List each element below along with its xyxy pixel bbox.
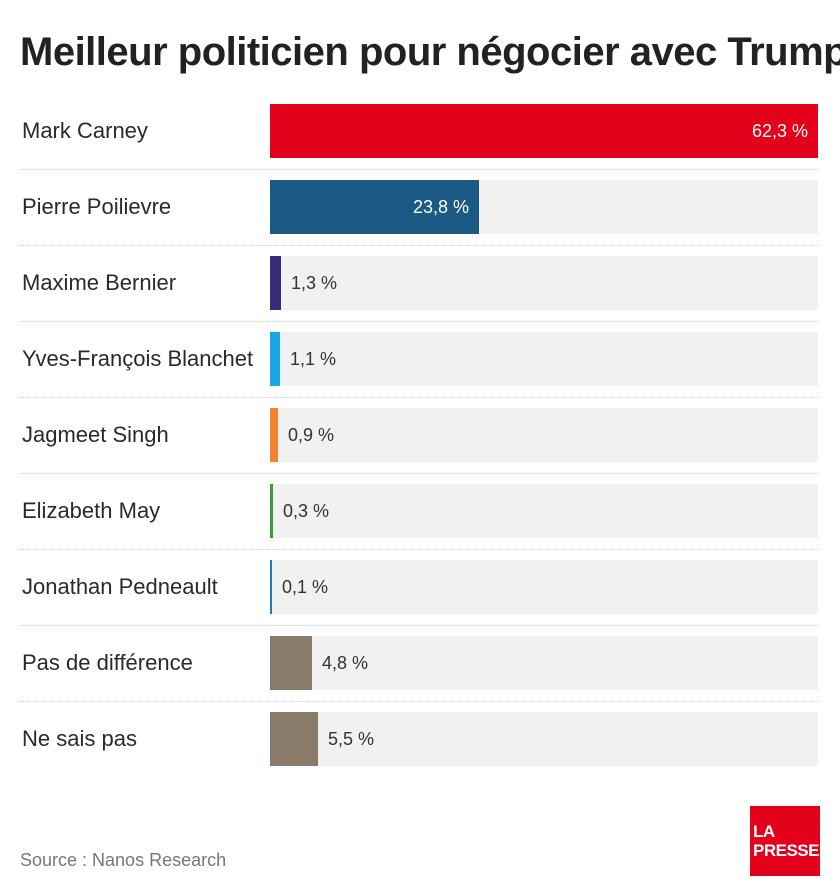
row-divider <box>20 625 818 626</box>
bar-track: 0,1 % <box>270 560 818 614</box>
bar-value-label: 0,9 % <box>288 425 335 445</box>
bar-track: 62,3 % <box>270 104 818 158</box>
bar-track: 4,8 % <box>270 636 818 690</box>
bar <box>270 408 278 462</box>
logo-line-2: PRESSE <box>753 841 819 860</box>
bar <box>270 636 312 690</box>
bar-row: Jonathan Pedneault 0,1 % <box>20 550 818 626</box>
logo-line-1: LA <box>753 822 775 841</box>
row-divider <box>20 397 818 398</box>
bar-category-label: Elizabeth May <box>22 498 161 523</box>
source-note: Source : Nanos Research <box>20 850 227 870</box>
bar-row: Maxime Bernier 1,3 % <box>20 246 818 322</box>
bar-category-label: Pas de différence <box>22 650 193 675</box>
bar-category-label: Jonathan Pedneault <box>22 574 218 599</box>
bar-category-label: Yves-François Blanchet <box>22 346 254 371</box>
bar-track: 1,3 % <box>270 256 818 310</box>
bar-track: 5,5 % <box>270 712 818 766</box>
chart-title: Meilleur politicien pour négocier avec T… <box>20 30 840 74</box>
bar-row: Elizabeth May 0,3 % <box>20 474 818 550</box>
bar-row: Pas de différence 4,8 % <box>20 626 818 702</box>
bar <box>270 256 281 310</box>
bar-value-label: 0,1 % <box>282 577 329 597</box>
row-divider <box>20 549 818 550</box>
bar <box>270 484 273 538</box>
bar-value-label: 0,3 % <box>283 501 330 521</box>
bar <box>270 104 818 158</box>
bar-row: Yves-François Blanchet 1,1 % <box>20 322 818 398</box>
row-divider <box>20 245 818 246</box>
bar-value-label: 1,3 % <box>291 273 338 293</box>
bar-category-label: Jagmeet Singh <box>22 422 169 447</box>
bar <box>270 560 272 614</box>
bar-track: 23,8 % <box>270 180 818 234</box>
bar-value-label: 5,5 % <box>328 729 375 749</box>
bar-row: Jagmeet Singh 0,9 % <box>20 398 818 474</box>
bar-category-label: Maxime Bernier <box>22 270 177 295</box>
bar-value-label: 23,8 % <box>412 197 469 217</box>
bar-row: Mark Carney 62,3 % <box>20 94 818 170</box>
bar-value-label: 62,3 % <box>751 121 808 141</box>
row-divider <box>20 701 818 702</box>
bar-track: 0,9 % <box>270 408 818 462</box>
bar <box>270 332 280 386</box>
la-presse-logo: LA PRESSE <box>750 806 820 876</box>
bar-row: Pierre Poilievre 23,8 % <box>20 170 818 246</box>
bar <box>270 180 479 234</box>
bar-track: 1,1 % <box>270 332 818 386</box>
bar <box>270 712 318 766</box>
bar-category-label: Pierre Poilievre <box>22 194 172 219</box>
row-divider <box>20 321 818 322</box>
bar-category-label: Ne sais pas <box>22 726 137 751</box>
bar-value-label: 4,8 % <box>322 653 369 673</box>
bar-category-label: Mark Carney <box>22 118 148 143</box>
row-divider <box>20 169 818 170</box>
bar-row: Ne sais pas 5,5 % <box>20 702 818 778</box>
row-divider <box>20 473 818 474</box>
bar-track: 0,3 % <box>270 484 818 538</box>
bar-value-label: 1,1 % <box>290 349 337 369</box>
